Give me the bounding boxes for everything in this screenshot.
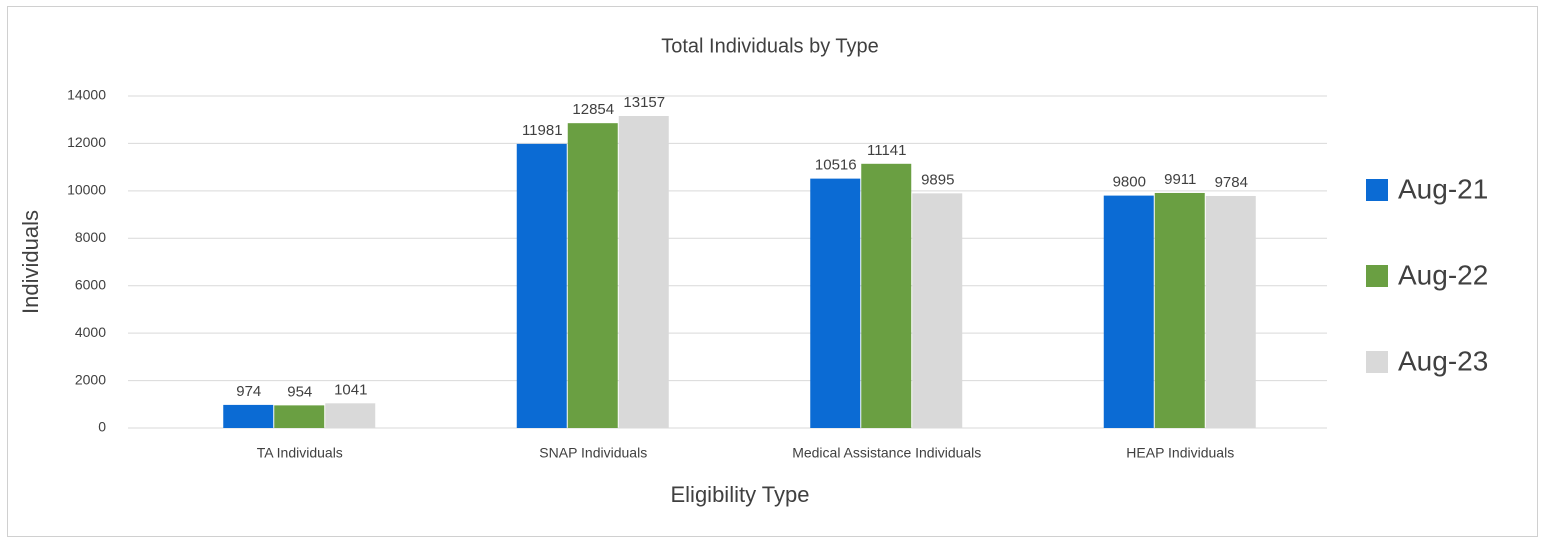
data-label: 974: [236, 383, 261, 400]
bar: [567, 123, 618, 428]
y-tick-label: 6000: [75, 276, 106, 292]
legend-label: Aug-23: [1398, 345, 1488, 376]
bar: [912, 193, 963, 428]
data-label: 9895: [921, 171, 954, 188]
x-tick-label: Medical Assistance Individuals: [792, 445, 981, 461]
data-label: 11981: [522, 122, 563, 139]
y-tick-label: 14000: [67, 87, 106, 103]
data-label: 1041: [334, 381, 367, 398]
bar: [1103, 195, 1154, 428]
bar: [325, 403, 376, 428]
y-axis-label: Individuals: [18, 210, 43, 314]
data-label: 9800: [1113, 174, 1146, 191]
bar: [1154, 192, 1205, 428]
y-tick-label: 2000: [75, 371, 106, 387]
bar: [618, 115, 669, 428]
x-tick-label: SNAP Individuals: [539, 445, 647, 461]
y-tick-label: 0: [98, 419, 106, 435]
legend-swatch: [1366, 179, 1388, 201]
data-label: 10516: [815, 157, 857, 174]
bar: [516, 143, 567, 428]
y-tick-label: 4000: [75, 324, 106, 340]
data-label: 11141: [867, 142, 907, 159]
bar: [223, 404, 274, 428]
bar: [810, 178, 861, 428]
data-label: 9911: [1164, 171, 1196, 188]
legend-label: Aug-22: [1398, 259, 1488, 290]
x-tick-label: TA Individuals: [257, 445, 343, 461]
legend-swatch: [1366, 265, 1388, 287]
data-label: 9784: [1215, 174, 1248, 191]
y-tick-label: 12000: [67, 134, 106, 150]
bar: [1205, 195, 1256, 428]
chart-title: Total Individuals by Type: [661, 35, 879, 57]
data-label: 954: [287, 383, 312, 400]
x-tick-label: HEAP Individuals: [1126, 445, 1234, 461]
data-label: 13157: [623, 94, 665, 111]
y-tick-label: 8000: [75, 229, 106, 245]
bar: [274, 405, 325, 428]
legend-swatch: [1366, 351, 1388, 373]
bar: [861, 163, 912, 429]
chart-border: [7, 6, 1538, 537]
x-axis-label: Eligibility Type: [671, 482, 810, 507]
y-tick-label: 10000: [67, 182, 106, 198]
legend-label: Aug-21: [1398, 173, 1488, 204]
data-label: 12854: [572, 101, 614, 118]
